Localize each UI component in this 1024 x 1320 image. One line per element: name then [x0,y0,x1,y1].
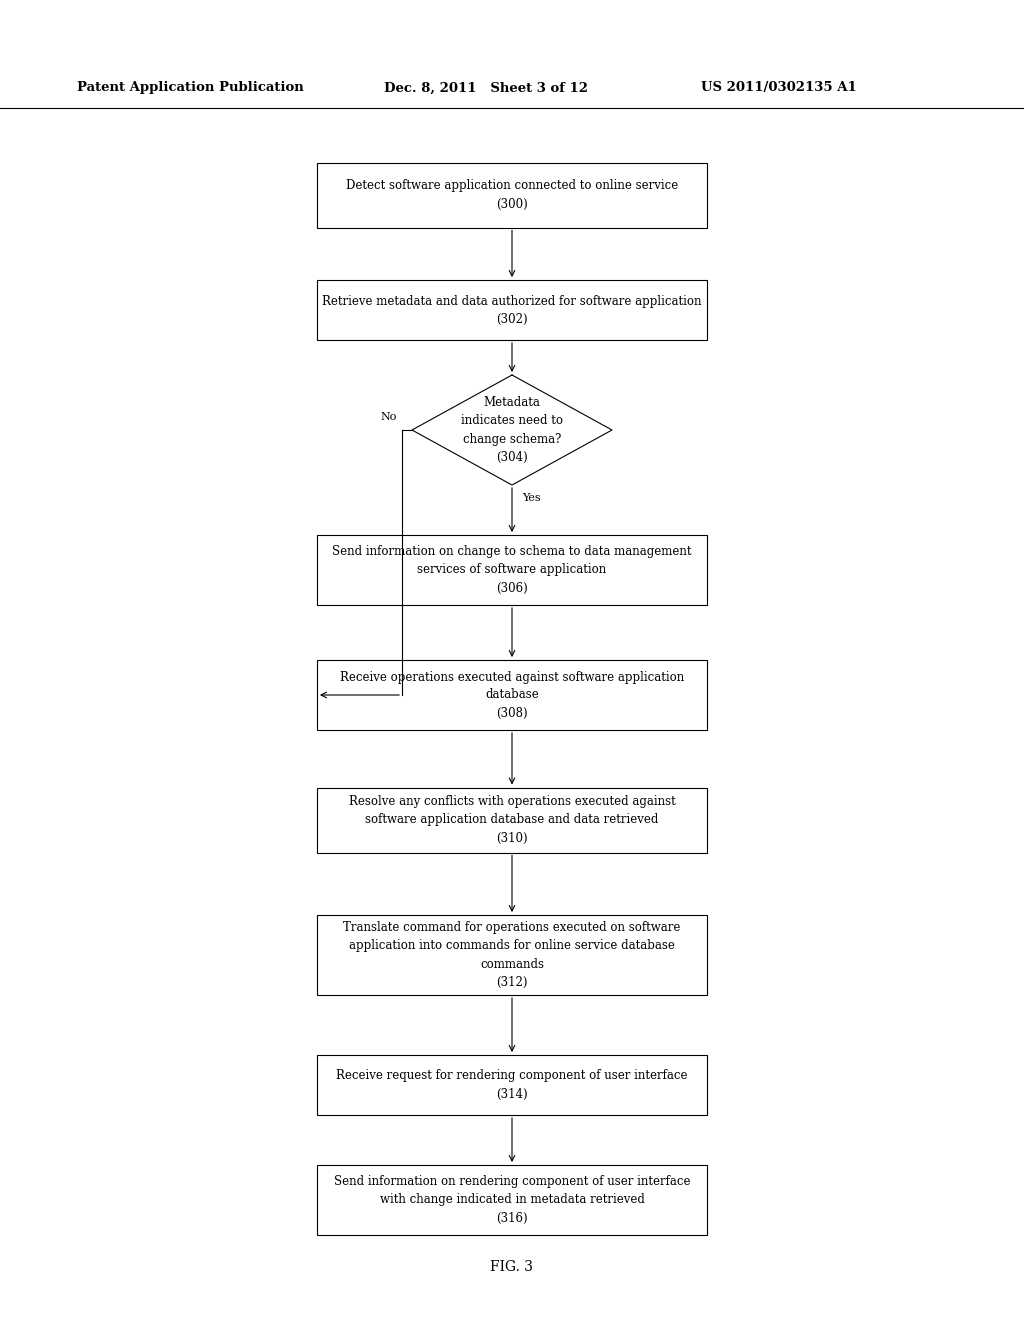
Text: Dec. 8, 2011   Sheet 3 of 12: Dec. 8, 2011 Sheet 3 of 12 [384,82,588,95]
Text: Resolve any conflicts with operations executed against
software application data: Resolve any conflicts with operations ex… [348,796,676,845]
Text: Patent Application Publication: Patent Application Publication [77,82,303,95]
Text: Receive operations executed against software application
database
(308): Receive operations executed against soft… [340,671,684,719]
Bar [317,1166,707,1236]
Bar [317,660,707,730]
Bar [317,915,707,995]
Text: Retrieve metadata and data authorized for software application
(302): Retrieve metadata and data authorized fo… [323,294,701,326]
Bar [317,788,707,853]
Text: Translate command for operations executed on software
application into commands : Translate command for operations execute… [343,921,681,989]
Text: FIG. 3: FIG. 3 [490,1261,534,1274]
Text: Send information on rendering component of user interface
with change indicated : Send information on rendering component … [334,1176,690,1225]
Text: Detect software application connected to online service
(300): Detect software application connected to… [346,180,678,210]
Bar [317,1055,707,1115]
Text: Metadata
indicates need to
change schema?
(304): Metadata indicates need to change schema… [461,396,563,463]
Text: US 2011/0302135 A1: US 2011/0302135 A1 [701,82,857,95]
Text: Yes: Yes [522,492,541,503]
Text: Send information on change to schema to data management
services of software app: Send information on change to schema to … [332,545,692,594]
Bar [317,280,707,341]
Bar [317,535,707,605]
Text: Receive request for rendering component of user interface
(314): Receive request for rendering component … [336,1069,688,1101]
Bar [317,162,707,227]
Text: No: No [381,412,397,422]
